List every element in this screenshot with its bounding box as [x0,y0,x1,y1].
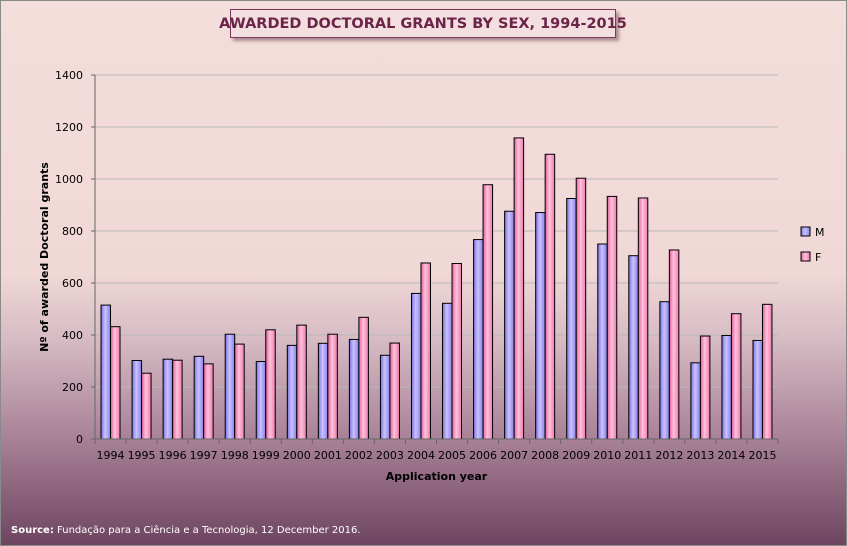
legend-label-f: F [815,251,821,264]
bar-f [358,316,369,440]
x-tick-label: 2006 [469,449,497,462]
bar-m [504,210,515,440]
bar-m [162,358,174,440]
bar-f [327,333,338,440]
x-tick-label: 2002 [345,449,373,462]
x-tick-label: 2015 [748,449,776,462]
x-tick-label: 2005 [438,449,466,462]
bar-f [606,195,618,440]
x-tick-label: 1994 [97,449,125,462]
y-tick-label: 1000 [55,173,83,186]
chart-title: AWARDED DOCTORAL GRANTS BY SEX, 1994-201… [219,15,627,32]
bar-f [544,153,556,440]
bar-m [442,302,453,440]
bar-m [721,335,732,440]
bar-f [389,342,400,440]
bar-m [317,342,329,440]
bar-m [566,198,577,440]
bar-f [296,324,307,440]
bar-m [473,239,484,440]
x-tick-label: 2003 [376,449,404,462]
x-axis-label: Application year [386,470,488,483]
bar-f [761,303,773,440]
bars [100,137,773,440]
bar-m [193,355,205,440]
legend: MF [800,226,825,264]
x-tick-label: 1997 [190,449,218,462]
bar-f [203,363,214,440]
x-tick-label: 2007 [500,449,528,462]
x-tick-label: 1996 [159,449,187,462]
x-tick-label: 2014 [717,449,745,462]
y-tick-label: 600 [62,277,83,290]
x-tick-label: 1998 [221,449,249,462]
bar-f [420,262,431,440]
bar-f [234,343,245,440]
x-tick-label: 2010 [593,449,621,462]
x-tick-label: 2001 [314,449,342,462]
y-tick-label: 0 [76,433,83,446]
y-tick-label: 200 [62,381,83,394]
bar-m [535,212,546,440]
x-tick-label: 2008 [531,449,559,462]
y-tick-label: 1200 [55,121,83,134]
y-axis-label: Nº of awarded Doctoral grants [38,162,51,352]
bar-f [730,313,742,440]
y-tick-label: 400 [62,329,83,342]
legend-swatch-f [800,251,811,262]
bar-m [690,362,701,440]
bar-f [637,197,649,440]
bar-m [100,304,112,440]
bar-m [255,361,267,440]
bar-f [575,177,587,440]
x-tick-label: 2011 [624,449,652,462]
bar-f [451,263,463,440]
legend-swatch-m [800,226,811,237]
x-tick-label: 2000 [283,449,311,462]
bar-m [379,354,391,440]
source-label: Source: [11,525,54,536]
x-tick-label: 2009 [562,449,590,462]
bar-m [410,292,422,440]
bar-m [628,255,639,440]
bar-f [110,326,121,440]
source-note: Source: Fundação para a Ciência e a Tecn… [11,525,361,536]
x-tick-label: 2004 [407,449,435,462]
bar-f [141,372,152,440]
bar-m [348,338,360,440]
gridlines [95,74,778,388]
bar-m [752,339,763,440]
bar-f [699,335,711,440]
bar-m [286,344,298,440]
x-tick-label: 2012 [655,449,683,462]
bar-f [513,137,525,440]
x-tick-label: 1999 [252,449,280,462]
bar-m [131,359,143,440]
bar-m [597,243,608,440]
bar-f [172,359,183,440]
bar-m [659,301,670,440]
bar-f [668,249,680,440]
x-tick-label: 1995 [128,449,156,462]
x-tick-label: 2013 [686,449,714,462]
y-tick-label: 800 [62,225,83,238]
source-text: Fundação para a Ciência e a Tecnologia, … [53,525,361,536]
chart-title-box: AWARDED DOCTORAL GRANTS BY SEX, 1994-201… [219,9,627,38]
bar-f [265,329,276,440]
bar-f [482,184,494,440]
y-tick-label: 1400 [55,69,83,82]
legend-label-m: M [815,226,825,239]
bar-m [224,333,236,440]
